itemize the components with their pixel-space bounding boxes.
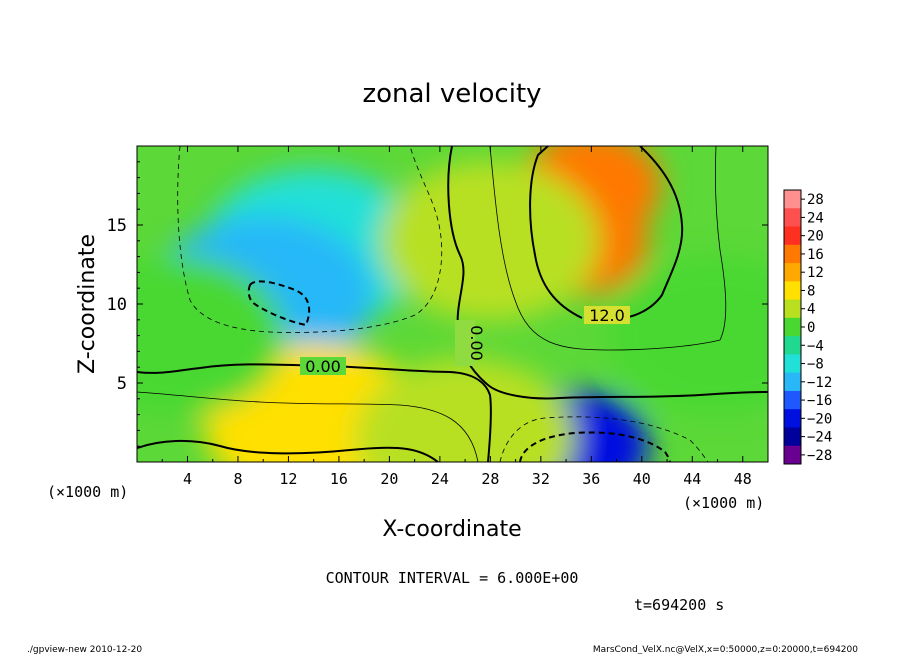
- plot-area: 0.00 0.00 12.0: [137, 146, 768, 462]
- x-tick-label: 48: [734, 470, 752, 488]
- contour-six-lower: [137, 391, 479, 462]
- colorbar-label: −4: [807, 338, 824, 354]
- y-axis-title: Z-coordinate: [75, 234, 100, 374]
- contour-neg12: [247, 280, 311, 327]
- colorbar-label: −24: [807, 430, 832, 446]
- x-axis: 4 8 12 16 20 24 28 32 36 40 44 48: [161, 146, 752, 488]
- colorbar-label: −12: [807, 375, 832, 391]
- footer-right: MarsCond_VelX.nc@VelX,x=0:50000,z=0:2000…: [593, 645, 858, 654]
- field-region: [137, 255, 285, 416]
- contour-label: 0.00: [305, 357, 341, 376]
- contour-zero-lower: [137, 363, 492, 462]
- field-region: [607, 255, 768, 416]
- field-region: [380, 160, 601, 321]
- colorbar-swatch: [784, 427, 801, 447]
- colorbar-swatch: [784, 409, 801, 428]
- colorbar-swatch: [784, 299, 801, 319]
- x-tick-label: 4: [183, 470, 192, 488]
- colorbar-label: 16: [807, 247, 824, 263]
- x-tick-label: 20: [380, 470, 398, 488]
- colorbar-swatch: [784, 244, 801, 264]
- colorbar-swatch: [784, 336, 801, 355]
- colorbar-label: 12: [807, 265, 824, 281]
- y-unit-label: (×1000 m): [683, 494, 764, 512]
- colorbar-label: −16: [807, 393, 832, 409]
- colorbar-label: 24: [807, 210, 824, 226]
- contour-neg6-lower: [499, 416, 709, 462]
- colorbar-swatch: [784, 354, 801, 374]
- colorbar-label: 0: [807, 320, 815, 336]
- colorbar-swatch: [784, 208, 801, 228]
- colorbar-swatch: [784, 390, 801, 410]
- x-unit-label: (×1000 m): [47, 483, 128, 501]
- y-tick-label: 10: [107, 295, 127, 315]
- colorbar-label: 8: [807, 283, 815, 299]
- field-layer: [137, 146, 768, 462]
- contour-twelve: [529, 146, 684, 319]
- contour-labels: 0.00 0.00 12.0: [300, 306, 630, 376]
- x-tick-label: 8: [233, 470, 242, 488]
- colorbar-label: −28: [807, 448, 832, 464]
- colorbar-label: 20: [807, 229, 824, 245]
- contour-neg12-lower: [519, 431, 671, 462]
- contour-six-right: [489, 146, 727, 351]
- y-tick-label: 5: [117, 374, 127, 394]
- colorbar-swatch: [784, 372, 801, 392]
- chart-title: zonal velocity: [362, 79, 541, 109]
- contour-interval-text: CONTOUR INTERVAL = 6.000E+00: [326, 569, 579, 587]
- contour-lines: [137, 146, 768, 462]
- colorbar-swatch: [784, 317, 801, 337]
- colorbar-swatch: [784, 445, 801, 465]
- footer-left: ./gpview-new 2010-12-20: [27, 645, 142, 654]
- contour-zero-bottom: [137, 439, 439, 462]
- x-tick-label: 32: [532, 470, 550, 488]
- x-tick-label: 28: [481, 470, 499, 488]
- x-tick-label: 24: [431, 470, 449, 488]
- colorbar-label: −20: [807, 411, 832, 427]
- x-tick-label: 40: [633, 470, 651, 488]
- x-tick-label: 44: [683, 470, 701, 488]
- colorbar-swatch: [784, 226, 801, 246]
- y-tick-label: 15: [107, 216, 127, 236]
- time-text: t=694200 s: [634, 596, 724, 614]
- contour-zero-vertical: [447, 146, 768, 400]
- colorbar: 28 24 20 16 12 8 4 0 −4 −8 −12 −16 −20 −24 −28: [783, 189, 832, 465]
- y-axis: 5 10 15: [107, 161, 768, 447]
- colorbar-swatch: [784, 281, 801, 301]
- contour-label: 12.0: [589, 306, 625, 325]
- x-tick-label: 16: [330, 470, 348, 488]
- colorbar-swatch: [784, 263, 801, 282]
- x-tick-label: 12: [279, 470, 297, 488]
- colorbar-label: 28: [807, 192, 824, 208]
- field-region: [355, 358, 576, 462]
- x-axis-title: X-coordinate: [382, 517, 521, 542]
- x-tick-label: 36: [582, 470, 600, 488]
- contour-label: 0.00: [467, 325, 486, 361]
- colorbar-label: −8: [807, 357, 824, 373]
- colorbar-swatch: [784, 190, 801, 209]
- colorbar-label: 4: [807, 302, 815, 318]
